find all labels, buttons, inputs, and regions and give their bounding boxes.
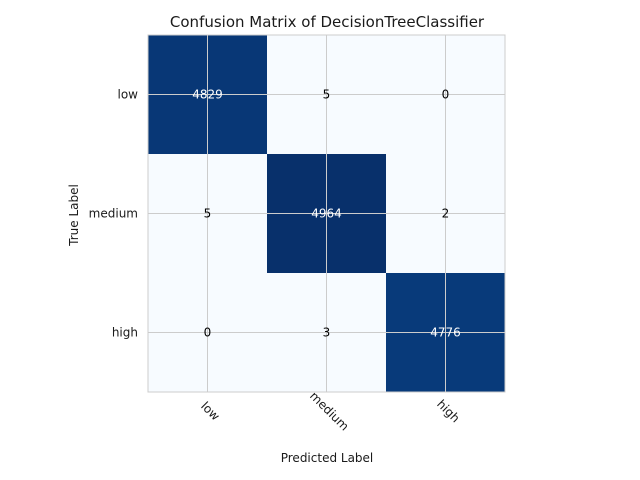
y-tick-label-low: low [118, 88, 139, 102]
cell-value-low-high: 0 [442, 88, 450, 102]
x-axis-label: Predicted Label [281, 451, 374, 465]
y-tick-labels: low medium high [89, 88, 139, 340]
grid-lines [148, 35, 505, 392]
y-axis-label: True Label [67, 184, 81, 247]
x-tick-label-high: high [434, 397, 462, 425]
cell-value-low-medium: 5 [323, 88, 331, 102]
cell-value-high-high: 4776 [430, 326, 461, 340]
plot-frame [147, 34, 506, 393]
cell-value-low-low: 4829 [192, 88, 223, 102]
cell-value-high-low: 0 [204, 326, 212, 340]
x-tick-label-low: low [198, 399, 223, 424]
cell-value-medium-medium: 4964 [311, 207, 342, 221]
chart-title: Confusion Matrix of DecisionTreeClassifi… [170, 13, 485, 31]
x-tick-labels: low medium high [198, 389, 462, 434]
y-tick-label-high: high [112, 326, 138, 340]
cell-value-medium-low: 5 [204, 207, 212, 221]
cell-value-medium-high: 2 [442, 207, 450, 221]
cell-value-labels: 4829 5 0 5 4964 2 0 3 4776 [192, 88, 461, 340]
cell-value-high-medium: 3 [323, 326, 331, 340]
y-tick-label-medium: medium [89, 207, 138, 221]
x-tick-label-medium: medium [307, 389, 352, 434]
